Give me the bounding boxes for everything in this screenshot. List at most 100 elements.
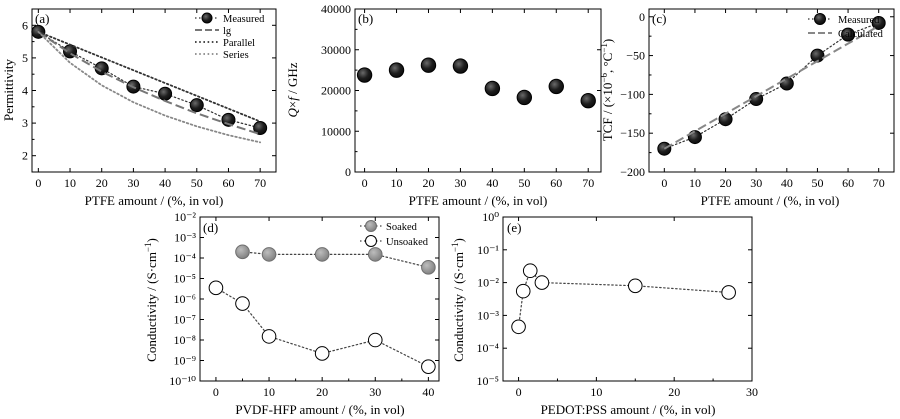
data-point: [421, 260, 436, 275]
panel-b-axes: 0 10 20 30 40 50 60 70 0 10000 20000 30000 40000: [321, 2, 601, 190]
y-tick-label: 10⁻⁴: [173, 251, 196, 265]
y-tick-label: 10⁻⁸: [173, 333, 196, 347]
x-tick-label: 60: [222, 176, 234, 190]
x-tick-label: 70: [254, 176, 266, 190]
data-point: [314, 346, 330, 361]
x-tick-label: 40: [781, 176, 793, 190]
y-tick-label: 20000: [321, 84, 351, 98]
data-point: [421, 359, 436, 374]
x-tick-label: 10: [689, 176, 701, 190]
panel-b-frame: [354, 8, 602, 173]
data-point: [208, 280, 224, 296]
data-point: [367, 247, 383, 262]
panel-d-letter: (d): [203, 220, 218, 235]
x-tick-label: 30: [746, 385, 758, 399]
panel-d-marks: [208, 244, 436, 374]
data-point: [627, 278, 643, 294]
data-point: [253, 120, 268, 135]
x-tick-label: 50: [518, 176, 530, 190]
legend-label: lg: [223, 26, 232, 37]
y-tick-label: 10000: [321, 124, 351, 138]
data-point: [367, 332, 383, 348]
y-tick-label: 0: [345, 165, 351, 179]
x-tick-label: 20: [316, 385, 328, 399]
data-point: [721, 285, 736, 300]
panel-a-y-axis-title: Permittivity: [1, 58, 16, 121]
panel-e-axes: 0 10 20 30 10⁻⁵ 10⁻⁴ 10⁻³ 10⁻² 10⁻¹ 10⁰: [476, 210, 758, 399]
data-point: [871, 15, 886, 30]
data-point: [515, 283, 531, 299]
x-tick-label: 20: [96, 176, 108, 190]
x-tick-label: 20: [422, 176, 434, 190]
x-tick-label: 40: [422, 385, 434, 399]
panel-e-x-axis-title: PEDOT:PSS amount / (%, in vol): [541, 402, 716, 417]
y-tick-label: 3: [22, 116, 28, 130]
x-tick-label: 10: [391, 176, 403, 190]
panel-c-axes: 0 10 20 30 40 50 60 70 −200 −150 −100 −50 0: [620, 9, 894, 190]
x-tick-label: 40: [486, 176, 498, 190]
x-tick-label: 10: [64, 176, 76, 190]
panel-c-x-axis-title: PTFE amount / (%, in vol): [701, 193, 840, 208]
x-tick-label: 30: [454, 176, 466, 190]
data-point: [484, 80, 501, 97]
panel-a-permittivity: (a) PTFE amount / (%, in vol) Permittivi…: [1, 8, 277, 208]
x-tick-label: 0: [516, 385, 522, 399]
y-tick-label: 10⁻¹⁰: [169, 374, 196, 388]
y-tick-label: 10⁻³: [477, 308, 499, 322]
data-point: [534, 275, 550, 290]
y-tick-label: 10⁻⁵: [173, 272, 196, 286]
data-point: [261, 329, 277, 344]
legend-marker: [365, 220, 377, 232]
x-tick-label: 0: [661, 176, 667, 190]
y-tick-label: −200: [620, 165, 645, 179]
panel-d-y-axis-title: Conductivity / (S·cm−1): [143, 238, 159, 362]
y-tick-label: 10⁻⁶: [173, 292, 196, 306]
data-point: [158, 86, 173, 101]
panel-b-marks: [356, 57, 596, 109]
x-tick-label: 0: [362, 176, 368, 190]
panel-e-frame: [502, 216, 753, 382]
legend-label: Series: [223, 50, 249, 61]
series-connector: [517, 269, 730, 328]
panel-a-letter: (a): [35, 11, 49, 26]
series-connector: [663, 22, 880, 150]
legend-label: Calculated: [838, 29, 884, 40]
data-point: [779, 76, 794, 91]
panel-d-conductivity-pvdf: (d) PVDF-HFP amount / (%, in vol) Conduc…: [143, 210, 440, 417]
data-point: [235, 296, 250, 311]
panel-b-y-axis-title: Q×f / GHz: [285, 62, 300, 117]
series-line: [663, 25, 880, 150]
legend-marker: [814, 13, 826, 25]
legend-label: Unsoaked: [386, 237, 429, 248]
series-line: [37, 30, 262, 123]
y-tick-label: 5: [22, 51, 28, 65]
panel-b-quality-factor: (b) PTFE amount / (%, in vol) Q×f / GHz …: [285, 2, 602, 208]
panel-d-legend: Soaked Unsoaked: [360, 220, 429, 248]
data-point: [388, 62, 405, 78]
y-tick-label: 40000: [321, 2, 351, 16]
y-tick-label: 6: [22, 18, 28, 32]
data-point: [452, 58, 469, 74]
data-point: [511, 319, 526, 335]
y-tick-label: 10⁻¹: [477, 243, 499, 257]
x-tick-label: 30: [369, 385, 381, 399]
panel-b-letter: (b): [358, 11, 373, 26]
x-tick-label: 30: [750, 176, 762, 190]
x-tick-label: 10: [590, 385, 602, 399]
data-point: [516, 89, 533, 106]
x-tick-label: 60: [842, 176, 854, 190]
data-point: [189, 98, 204, 113]
series-line: [37, 30, 262, 144]
panel-e-y-axis-title: Conductivity / (S·cm−1): [450, 238, 466, 362]
y-tick-label: 0: [639, 10, 645, 24]
series-line: [37, 30, 261, 136]
y-tick-label: 10⁰: [482, 210, 499, 224]
panel-a-frame: [31, 8, 277, 173]
panel-c-frame: [648, 8, 895, 173]
panel-e-marks: [511, 263, 736, 335]
data-point: [841, 27, 856, 42]
y-tick-label: 10⁻²: [477, 276, 499, 290]
y-tick-label: 10⁻⁵: [476, 374, 499, 388]
y-tick-label: −50: [626, 49, 645, 63]
